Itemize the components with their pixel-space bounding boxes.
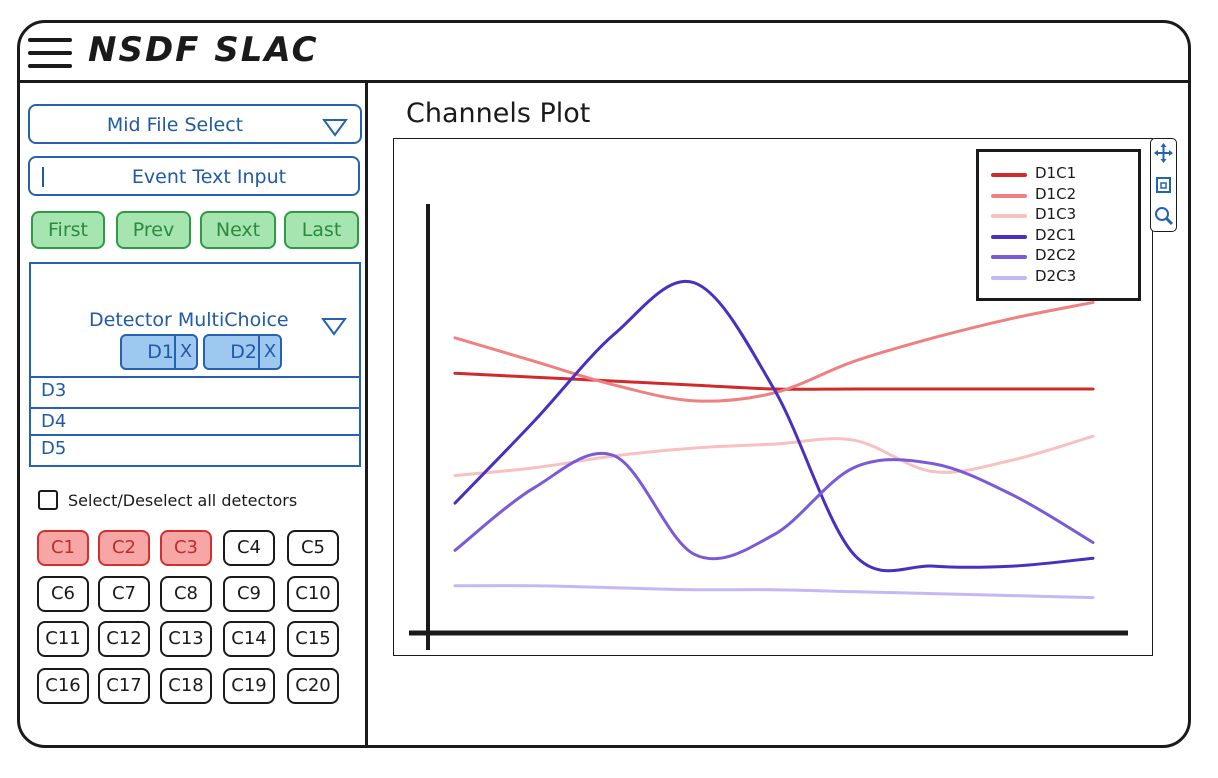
event-input-label: Event Text Input: [131, 166, 287, 188]
header-divider: [17, 80, 1191, 83]
legend-item-d2c1: D2C1: [989, 226, 1129, 246]
channel-button-c11[interactable]: C11: [37, 621, 89, 657]
text-cursor: [42, 167, 44, 187]
channel-button-c15[interactable]: C15: [287, 621, 339, 657]
plot-frame: [393, 138, 1153, 656]
legend-item-d2c2: D2C2: [989, 246, 1129, 266]
chevron-down-icon[interactable]: [321, 316, 347, 336]
detector-option-d3[interactable]: D3: [31, 376, 359, 403]
chip-label: D2: [230, 341, 257, 363]
legend-label: D1C3: [1035, 205, 1077, 223]
legend-label: D1C2: [1035, 184, 1077, 203]
detector-multichoice[interactable]: Detector MultiChoice D1 X D2 X D3 D4 D5: [29, 262, 361, 467]
legend-item-d2c3: D2C3: [989, 267, 1129, 287]
prev-button[interactable]: Prev: [116, 211, 191, 249]
channel-button-c17[interactable]: C17: [98, 668, 150, 704]
channel-button-c12[interactable]: C12: [98, 621, 150, 657]
legend-label: D2C1: [1035, 225, 1077, 244]
series-line-d2c1: [453, 279, 1095, 573]
legend-swatch: [991, 275, 1027, 280]
file-select-label: Mid File Select: [106, 114, 244, 136]
series-line-d2c3: [453, 584, 1095, 600]
series-line-d2c2: [453, 451, 1095, 561]
legend-item-d1c1: D1C1: [989, 164, 1129, 184]
detector-multichoice-label: Detector MultiChoice: [89, 309, 289, 331]
legend-swatch: [991, 255, 1027, 259]
channel-button-c4[interactable]: C4: [223, 530, 275, 566]
detector-chip-d2: D2 X: [203, 334, 282, 370]
chart-legend: D1C1 D1C2 D1C3 D2C1 D2C2 D2C3: [976, 149, 1141, 301]
line-chart: [409, 204, 1128, 650]
mid-file-select[interactable]: Mid File Select: [28, 104, 362, 144]
sidebar-divider: [365, 82, 368, 748]
hamburger-menu-icon[interactable]: [28, 36, 72, 70]
channel-button-c7[interactable]: C7: [98, 576, 150, 612]
channel-button-c16[interactable]: C16: [37, 668, 89, 704]
legend-label: D2C3: [1035, 266, 1077, 285]
legend-swatch: [991, 234, 1027, 239]
channel-button-c13[interactable]: C13: [160, 621, 212, 657]
last-button[interactable]: Last: [284, 211, 359, 249]
select-all-checkbox[interactable]: [38, 490, 58, 510]
channel-button-c18[interactable]: C18: [160, 668, 212, 704]
detector-chip-d1: D1 X: [120, 334, 198, 370]
channel-button-c10[interactable]: C10: [287, 576, 339, 612]
legend-swatch: [991, 173, 1027, 177]
channel-button-c20[interactable]: C20: [287, 668, 339, 704]
plot-title: Channels Plot: [406, 98, 591, 129]
legend-item-d1c2: D1C2: [989, 185, 1129, 205]
select-all-label: Select/Deselect all detectors: [68, 491, 298, 510]
remove-chip-icon[interactable]: X: [258, 336, 280, 368]
window-frame: [17, 20, 1191, 748]
channel-button-c8[interactable]: C8: [160, 576, 212, 612]
zoom-icon[interactable]: [1153, 204, 1174, 228]
next-button[interactable]: Next: [200, 211, 276, 249]
app-title: NSDF SLAC: [88, 30, 319, 70]
detector-option-d5[interactable]: D5: [31, 434, 359, 465]
channel-button-c9[interactable]: C9: [223, 576, 275, 612]
first-button[interactable]: First: [31, 211, 105, 249]
channel-button-c19[interactable]: C19: [223, 668, 275, 704]
chip-label: D1: [147, 341, 174, 363]
channel-button-c6[interactable]: C6: [37, 576, 89, 612]
series-line-d1c3: [453, 434, 1095, 478]
channel-button-c2[interactable]: C2: [98, 530, 150, 566]
legend-label: D1C1: [1035, 164, 1077, 182]
channel-button-c5[interactable]: C5: [287, 530, 339, 566]
channel-button-c3[interactable]: C3: [160, 530, 212, 566]
legend-item-d1c3: D1C3: [989, 205, 1129, 225]
channel-button-c14[interactable]: C14: [223, 621, 275, 657]
move-icon[interactable]: [1153, 141, 1174, 165]
channel-button-c1[interactable]: C1: [37, 530, 89, 566]
legend-swatch: [991, 193, 1027, 198]
chevron-down-icon: [322, 119, 348, 137]
box-zoom-icon[interactable]: [1153, 173, 1174, 197]
detector-option-d4[interactable]: D4: [31, 407, 359, 434]
series-line-d1c2: [453, 300, 1095, 403]
legend-label: D2C2: [1035, 246, 1077, 264]
legend-swatch: [991, 214, 1027, 218]
plot-toolbar: [1150, 138, 1177, 232]
event-text-input[interactable]: Event Text Input: [28, 156, 360, 196]
remove-chip-icon[interactable]: X: [174, 336, 196, 368]
